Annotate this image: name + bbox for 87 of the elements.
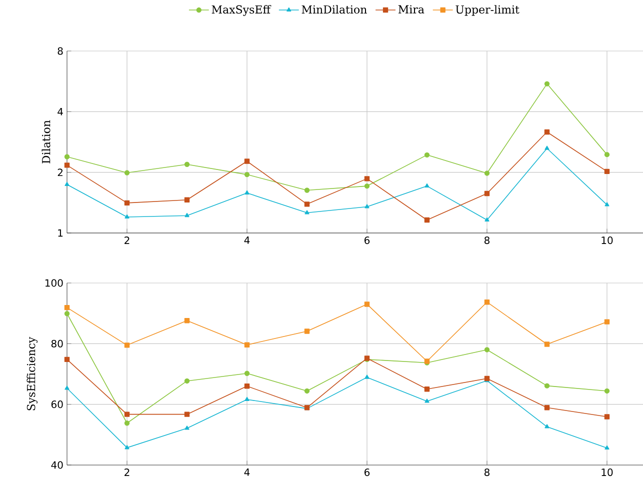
y-tick-label: 1 [58, 229, 63, 237]
point [424, 217, 430, 223]
point [364, 302, 370, 307]
legend-label: MinDilation [302, 5, 367, 14]
point [544, 146, 550, 150]
x-tick-label: 6 [364, 236, 370, 244]
point [64, 182, 70, 186]
point [124, 445, 130, 450]
point [604, 388, 610, 394]
point [484, 300, 490, 305]
point [544, 405, 550, 410]
point [304, 388, 310, 394]
point [364, 204, 370, 208]
point [484, 376, 490, 382]
point [64, 356, 70, 362]
legend-label: Upper-limit [456, 5, 520, 16]
point [424, 398, 430, 403]
point [244, 342, 250, 348]
point [184, 212, 190, 218]
point [484, 190, 490, 196]
point [544, 424, 550, 428]
x-tick-label: 4 [244, 468, 250, 476]
x-tick-label: 6 [364, 468, 370, 476]
point [544, 129, 550, 135]
y-axis-title: SysEfficiency [26, 336, 38, 410]
y-tick-label: 4 [58, 108, 63, 116]
point [364, 374, 370, 379]
point [304, 188, 310, 193]
point [124, 412, 130, 417]
x-tick-label: 8 [484, 468, 490, 476]
point [604, 319, 610, 324]
point [244, 396, 250, 401]
point [184, 162, 190, 167]
point [364, 176, 370, 182]
point [64, 162, 70, 168]
y-axis-title: Dilation [42, 120, 50, 164]
point [184, 378, 190, 384]
point [184, 426, 190, 430]
point [64, 311, 70, 316]
legend-label: Mira [398, 5, 424, 14]
point [484, 347, 490, 352]
point [304, 202, 310, 207]
x-tick-label: 2 [124, 236, 130, 244]
point [364, 183, 370, 189]
point [124, 200, 130, 206]
point [544, 383, 550, 388]
y-tick-label: 60 [51, 400, 63, 408]
point [184, 197, 190, 202]
point [244, 370, 250, 376]
point [304, 328, 310, 334]
point [424, 386, 430, 392]
y-tick-label: 40 [51, 461, 63, 469]
legend-label: MaxSysEff [212, 5, 272, 16]
point [124, 420, 130, 426]
x-tick-label: 10 [602, 236, 613, 244]
point [184, 412, 190, 417]
point [184, 318, 190, 324]
point [124, 170, 130, 176]
point [64, 304, 70, 310]
point [244, 190, 250, 194]
y-tick-label: 8 [58, 47, 63, 55]
point [544, 342, 550, 347]
point [604, 414, 610, 420]
point [484, 217, 490, 222]
x-tick-label: 4 [244, 236, 250, 244]
point [124, 214, 130, 219]
x-tick-label: 8 [484, 236, 490, 244]
point [604, 168, 610, 174]
point [604, 152, 610, 158]
x-tick-label: 10 [602, 468, 613, 476]
y-tick-label: 80 [51, 340, 63, 348]
point [124, 342, 130, 348]
point [484, 170, 490, 176]
point [424, 152, 430, 158]
point [244, 158, 250, 164]
point [64, 154, 70, 160]
point [424, 183, 430, 188]
point [604, 445, 610, 450]
point [64, 386, 70, 390]
y-tick-label: 100 [45, 279, 63, 287]
x-tick-label: 2 [124, 468, 130, 476]
point [244, 384, 250, 389]
point [304, 210, 310, 214]
y-tick-label: 2 [58, 168, 62, 176]
point [244, 172, 250, 178]
point [544, 81, 550, 86]
point [604, 202, 610, 206]
